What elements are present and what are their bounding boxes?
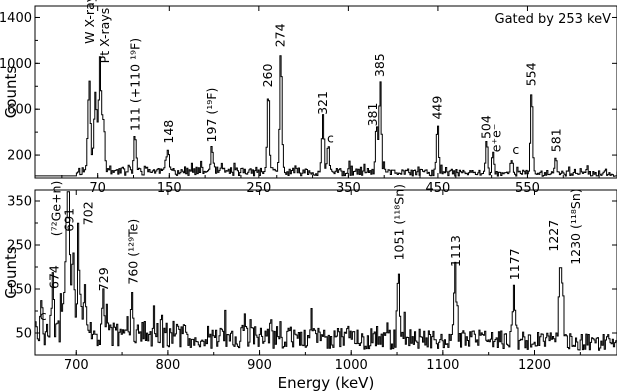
x-tick-label: 1000 <box>335 358 368 373</box>
x-tick-label: 350 <box>336 181 361 196</box>
peak-label: 1051 (¹¹⁸Sn) <box>391 184 406 260</box>
peak-label: 702 <box>81 201 96 225</box>
peak-label: 729 <box>96 267 111 291</box>
y-tick-label: 200 <box>7 149 32 164</box>
x-tick-label: 700 <box>64 358 89 373</box>
x-tick-label: 900 <box>247 358 272 373</box>
peak-label: 197 (¹⁹F) <box>204 88 219 143</box>
y-tick-label: 250 <box>7 239 32 254</box>
x-tick-label: 150 <box>157 181 182 196</box>
peak-label: 581 <box>549 128 564 152</box>
x-tick-label: 450 <box>426 181 451 196</box>
x-tick-label: 250 <box>246 181 271 196</box>
spectrum-series <box>35 191 617 351</box>
y-tick-label: 1000 <box>0 57 32 72</box>
y-tick-label: 600 <box>7 103 32 118</box>
peak-label: 504 <box>479 115 494 139</box>
bottom-spectrum-panel: 700 800 900 1000 1100 1200 50 150 250 350 Counts En… <box>2 181 617 392</box>
peak-label: c <box>512 142 519 157</box>
peak-label: e⁺e⁻ <box>489 124 504 153</box>
y-tick-label: 150 <box>7 283 32 298</box>
top-spectrum-panel: 70 150 250 350 450 550 200 600 1000 1400 Counts Gat… <box>0 0 617 196</box>
peak-label: 385 <box>372 53 387 77</box>
x-tick-label: 1200 <box>518 358 551 373</box>
y-tick-label: 1400 <box>0 11 32 26</box>
peak-label: 274 <box>273 23 288 47</box>
peak-label: 1230 (¹¹⁸Sn) <box>568 188 583 264</box>
peak-label: 111 (+110 ¹⁹F) <box>128 38 143 131</box>
y-tick-label: 50 <box>15 327 32 342</box>
x-tick-label: 1100 <box>426 358 459 373</box>
peak-label: 1113 <box>448 235 463 267</box>
peak-label: 691 <box>61 208 76 232</box>
plot-frame <box>34 189 617 356</box>
peak-label: Pt X-rays <box>97 8 112 64</box>
peak-label: 148 <box>161 120 176 144</box>
peak-label: c <box>40 308 47 323</box>
peak-label: 760 (¹²⁹Te) <box>125 219 140 285</box>
y-axis-label: Counts <box>2 246 20 299</box>
peak-label: 1177 <box>507 248 522 280</box>
peak-label: 321 <box>315 91 330 115</box>
plot-frame <box>34 5 617 179</box>
peak-label: 381 <box>365 103 380 127</box>
x-tick-label: 550 <box>515 181 540 196</box>
peak-label: c <box>327 130 334 145</box>
peak-label: 674 <box>47 265 62 289</box>
x-tick-label: 800 <box>155 358 180 373</box>
y-axis-label: Counts <box>2 66 20 119</box>
x-tick-label: 70 <box>89 181 106 196</box>
peak-label: (⁷²Ge+n) <box>48 181 63 237</box>
peak-label: W X-rays <box>82 0 97 44</box>
peak-label: 1227 <box>546 220 561 252</box>
spectrum-series <box>35 55 617 177</box>
gate-annotation: Gated by 253 keV <box>495 12 612 27</box>
peak-label: 260 <box>260 64 275 88</box>
peak-label: 554 <box>523 62 538 86</box>
x-axis-label: Energy (keV) <box>278 374 375 392</box>
peak-label: 449 <box>429 96 444 120</box>
y-tick-label: 350 <box>7 195 32 210</box>
